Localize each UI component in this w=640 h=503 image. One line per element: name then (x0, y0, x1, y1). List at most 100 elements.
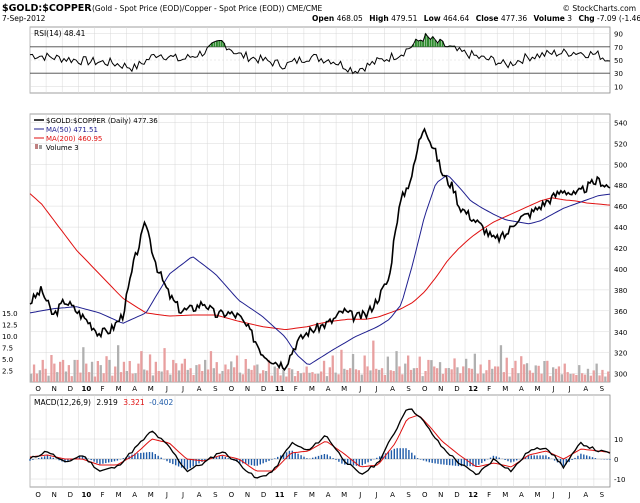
volume-bar (308, 372, 311, 382)
macd-xlabel-3: 10 (82, 491, 92, 499)
volume-bar (47, 375, 50, 382)
volume-bar (122, 361, 126, 382)
volume-bar (160, 371, 163, 382)
volume-bar (250, 369, 253, 382)
rsi-tick-50: 50 (614, 57, 623, 65)
volume-bar (148, 354, 152, 382)
volume-bar (325, 376, 329, 382)
price-tick-320: 320 (614, 350, 627, 358)
svg-text:MACD(12,26,9) 2.919: MACD(12,26,9) 2.919 3.321 -0.402 (34, 398, 174, 407)
volume-bar (499, 345, 503, 382)
volume-bar (482, 373, 485, 382)
volume-bar (534, 365, 537, 382)
volume-bar (276, 368, 279, 382)
volume-bar (59, 361, 62, 382)
volume-legend-label: Volume 3 (46, 144, 79, 152)
price-xlabel-22: A (390, 385, 395, 393)
volume-bar (154, 361, 157, 382)
volume-bar (508, 376, 511, 382)
histogram-legend-value: -0.402 (149, 398, 173, 407)
price-tick-300: 300 (614, 371, 627, 379)
macd-xlabel-27: 12 (468, 491, 478, 499)
macd-xlabel-26: D (454, 491, 459, 499)
volume-bar (386, 356, 389, 382)
macd-xlabel-25: N (438, 491, 443, 499)
price-tick-440: 440 (614, 224, 627, 232)
volume-bar (436, 368, 439, 382)
volume-bar (438, 362, 442, 382)
chg-value: -7.09 (-1.46%) (597, 14, 640, 23)
macd-xlabel-12: O (229, 491, 235, 499)
volume-bar (192, 375, 195, 382)
ma200-legend-label: MA(200) 460.95 (46, 135, 102, 143)
volume-bar (540, 373, 543, 382)
price-xlabel-12: O (229, 385, 235, 393)
volume-bar (511, 368, 514, 382)
price-xlabel-32: J (552, 385, 555, 393)
volume-bar (201, 371, 204, 382)
volume-bar (462, 366, 465, 382)
volume-bar (444, 368, 447, 382)
chg-label: Chg (578, 14, 594, 23)
watermark: © StockCharts.com (562, 4, 636, 13)
volume-bar (119, 372, 123, 382)
volume-bar (204, 359, 207, 382)
volume-bar (595, 363, 598, 382)
price-xlabel-4: F (100, 385, 104, 393)
volume-bar (270, 375, 273, 382)
rsi-tick-70: 70 (614, 44, 623, 52)
macd-xlabel-29: M (502, 491, 508, 499)
price-xlabel-24: O (422, 385, 428, 393)
volume-bar (404, 363, 407, 382)
volume-bar (117, 345, 120, 382)
price-xlabel-25: N (438, 385, 443, 393)
volume-bar (224, 364, 227, 382)
volume-bar (578, 365, 581, 382)
volume-bar (552, 367, 555, 382)
volume-bar (198, 364, 201, 382)
volume-bar (317, 373, 320, 382)
volume-bar (128, 361, 131, 382)
volume-bar (32, 364, 36, 382)
ma50-line (29, 174, 611, 365)
rsi-layer: 10 30 50 70 90 (29, 27, 623, 93)
volume-bar (296, 371, 300, 382)
price-xlabel-1: N (52, 385, 57, 393)
volume-bar (311, 372, 314, 382)
macd-xlabel-22: A (390, 491, 395, 499)
volume-bar (418, 356, 421, 382)
volume-bar (433, 366, 436, 382)
rsi-legend: RSI(14) 48.41 (34, 29, 86, 38)
volume-bar (392, 371, 395, 382)
volume-bar (380, 368, 384, 382)
macd-xlabel-1: N (52, 491, 57, 499)
macd-xlabel-9: J (181, 491, 184, 499)
volume-bar (131, 373, 134, 382)
volume-bar (569, 373, 572, 382)
volume-bar (189, 368, 192, 382)
date-label: 7-Sep-2012 (2, 14, 46, 23)
macd-xlabel-17: M (309, 491, 315, 499)
volume-bar (264, 371, 268, 382)
macd-xlabel-0: O (35, 491, 41, 499)
symbol-title: $GOLD:$COPPER (2, 3, 92, 14)
volume-bar (485, 370, 488, 382)
volume-bar (82, 347, 85, 382)
svg-text:Open 468.05 High: Open 468.05 High 479.51 Low 464.64 Close… (312, 14, 640, 23)
volume-bar (476, 373, 479, 382)
volume-bar (50, 355, 53, 382)
volume-bar (531, 372, 534, 382)
open-value: 468.05 (337, 14, 363, 23)
volume-bar (293, 376, 297, 382)
volume-bar (351, 354, 355, 382)
price-xlabel-20: J (358, 385, 361, 393)
price-tick-480: 480 (614, 182, 627, 190)
rsi-line (29, 32, 611, 75)
volume-bar (459, 373, 462, 382)
price-tick-460: 460 (614, 203, 627, 211)
volume-bar (421, 376, 424, 382)
ma200-line (29, 193, 611, 331)
volume-bar (334, 372, 337, 382)
volume-bar (53, 363, 56, 382)
